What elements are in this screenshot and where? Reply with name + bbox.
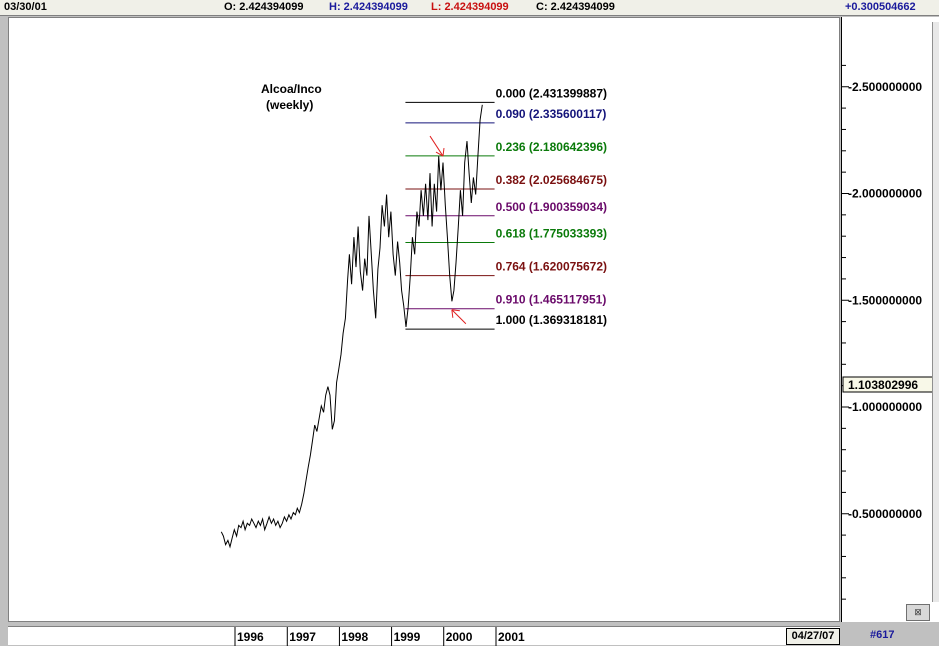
y-tick-label: -0.500000000 xyxy=(848,507,922,521)
x-tick-label-1999: 1999 xyxy=(394,630,421,644)
price-axis: -0.500000000 -1.000000000 -1.500000000 -2.0… xyxy=(841,17,939,622)
price-axis-svg: -0.500000000 -1.000000000 -1.500000000 -2.0… xyxy=(842,64,939,600)
time-axis-svg: 1996 1997 1998 1999 2000 2001 xyxy=(234,627,525,646)
quote-date: 03/30/01 xyxy=(4,1,47,13)
chart-subtitle: (weekly) xyxy=(266,98,313,112)
x-tick-label-1996: 1996 xyxy=(237,630,264,644)
chart-page-number: #617 xyxy=(870,629,895,641)
change-value: +0.300504662 xyxy=(845,1,916,13)
fib-level-label-0.090: 0.090 (2.335600117) xyxy=(496,107,607,121)
x-tick-label-2000: 2000 xyxy=(446,630,473,644)
fib-level-label-0.910: 0.910 (1.465117951) xyxy=(496,293,607,307)
fib-level-label-0.500: 0.500 (1.900359034) xyxy=(496,200,607,214)
fib-level-label-0.000: 0.000 (2.431399887) xyxy=(496,86,607,100)
annotation-arrow-1 xyxy=(429,135,445,157)
fib-level-label-1.000: 1.000 (1.369318181) xyxy=(496,313,607,327)
fib-level-label-0.764: 0.764 (1.620075672) xyxy=(496,260,607,274)
fib-level-label-0.382: 0.382 (2.025684675) xyxy=(496,173,607,187)
y-tick-label: -2.000000000 xyxy=(848,187,922,201)
x-tick-label-2001: 2001 xyxy=(498,630,525,644)
zoom-icon[interactable]: ⊠ xyxy=(906,604,930,621)
chart-title: Alcoa/Inco xyxy=(261,82,322,96)
chart-plot-area[interactable]: Alcoa/Inco (weekly) 0.000 (2.431399887) 0.0… xyxy=(8,17,840,622)
price-axis-scrollbar[interactable] xyxy=(932,22,939,602)
open-value: O: 2.424394099 xyxy=(224,1,304,13)
time-axis: 1996 1997 1998 1999 2000 2001 xyxy=(8,626,840,646)
fib-level-label-0.236: 0.236 (2.180642396) xyxy=(496,140,607,154)
quote-header: 03/30/01 O: 2.424394099 H: 2.424394099 L… xyxy=(0,0,939,16)
y-tick-label: -2.500000000 xyxy=(848,80,922,94)
x-tick-label-1997: 1997 xyxy=(289,630,316,644)
low-value: L: 2.424394099 xyxy=(431,1,509,13)
y-tick-label: -1.000000000 xyxy=(848,400,922,414)
current-date-box: 04/27/07 xyxy=(786,628,840,645)
close-value: C: 2.424394099 xyxy=(536,1,615,13)
price-chart: Alcoa/Inco (weekly) 0.000 (2.431399887) 0.0… xyxy=(220,82,607,549)
y-tick-label: -1.500000000 xyxy=(848,293,922,307)
annotation-arrow-2 xyxy=(451,309,467,325)
high-value: H: 2.424394099 xyxy=(329,1,408,13)
x-tick-label-1998: 1998 xyxy=(341,630,368,644)
fib-level-label-0.618: 0.618 (1.775033393) xyxy=(496,227,607,241)
price-series-line xyxy=(220,104,483,549)
current-value-label: 1.103802996 xyxy=(848,378,918,392)
